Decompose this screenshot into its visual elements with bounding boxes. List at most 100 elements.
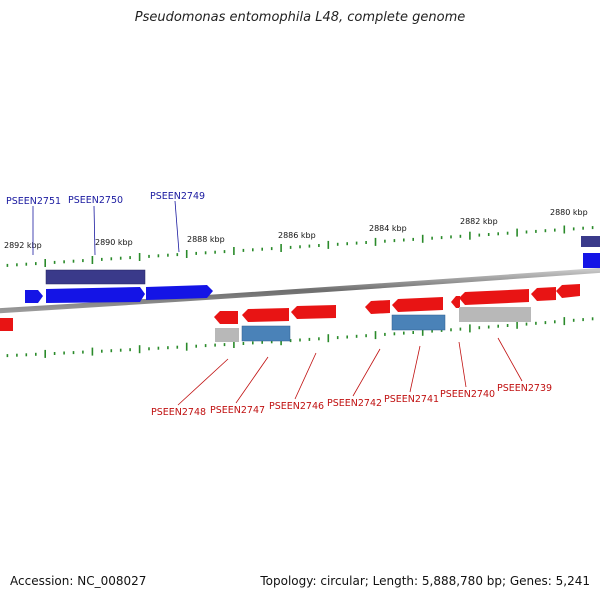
inner-scale-minor-tick (535, 321, 537, 325)
gene-label-pseen2740[interactable]: PSEEN2740 (440, 389, 495, 400)
outer-scale-minor-tick (157, 254, 160, 258)
outer-scale-minor-tick (129, 256, 131, 260)
outer-scale-major-tick (469, 231, 471, 240)
gene-label-pseen2741[interactable]: PSEEN2741 (384, 394, 439, 405)
gene-label-pseen2739[interactable]: PSEEN2739 (497, 383, 552, 394)
gene-label-pseen2750[interactable]: PSEEN2750 (68, 195, 123, 206)
feature-reverse-pseudo-2[interactable] (459, 307, 531, 322)
genome-summary: Topology: circular; Length: 5,888,780 bp… (260, 574, 590, 588)
leader-pseen2741 (409, 345, 421, 393)
outer-scale-minor-tick (554, 228, 556, 232)
outer-scale-minor-tick (403, 238, 405, 242)
gene-reverse-pseen2746[interactable] (291, 305, 336, 319)
inner-scale-major-tick (233, 340, 235, 348)
inner-scale-minor-tick (318, 337, 320, 341)
gene-label-pseen2751[interactable]: PSEEN2751 (6, 196, 61, 207)
outer-scale-minor-tick (487, 233, 490, 236)
scale-tick-2888: 2888 kbp (187, 235, 225, 244)
inner-scale-minor-tick (506, 324, 509, 327)
outer-scale-minor-tick (591, 226, 594, 230)
gene-reverse-pseen2739[interactable] (531, 287, 556, 301)
inner-scale-minor-tick (72, 351, 75, 355)
inner-scale-minor-tick (252, 341, 254, 345)
gene-reverse-pseen2743[interactable] (392, 297, 443, 312)
outer-scale-minor-tick (53, 260, 56, 264)
inner-scale-minor-tick (148, 347, 150, 351)
gene-forward-edge[interactable] (583, 253, 600, 268)
inner-scale-minor-tick (431, 329, 433, 333)
gene-reverse-pseen2741[interactable] (451, 296, 460, 308)
leader-pseen2746 (294, 352, 317, 400)
gene-label-pseen2748[interactable]: PSEEN2748 (151, 407, 206, 418)
outer-scale-minor-tick (72, 259, 75, 263)
inner-scale-minor-tick (261, 340, 263, 344)
outer-scale-minor-tick (582, 226, 584, 230)
gene-label-pseen2746[interactable]: PSEEN2746 (269, 401, 324, 412)
leader-pseen2748 (177, 358, 229, 406)
outer-scale-minor-tick (440, 236, 443, 240)
scale-tick-2882: 2882 kbp (460, 217, 498, 226)
gene-reverse-pseen2738[interactable] (556, 284, 580, 298)
outer-scale-track (6, 225, 594, 267)
gene-forward-pseen2750[interactable] (46, 287, 145, 303)
leader-pseen2747 (235, 356, 269, 404)
inner-scale-major-tick (563, 317, 566, 326)
gene-forward-pseen2749[interactable] (146, 285, 213, 300)
inner-scale-major-tick (327, 334, 330, 343)
outer-scale-major-tick (327, 240, 330, 249)
gene-label-pseen2749[interactable]: PSEEN2749 (150, 191, 205, 202)
inner-scale-minor-tick (459, 327, 462, 331)
outer-scale-minor-tick (355, 241, 358, 245)
leader-pseen2750 (93, 205, 96, 256)
inner-scale-track (6, 317, 594, 358)
gene-reverse-pseen2740[interactable] (459, 289, 529, 305)
outer-scale-minor-tick (63, 260, 65, 264)
gene-label-pseen2747[interactable]: PSEEN2747 (210, 405, 265, 416)
genome-backbone (0, 267, 600, 314)
outer-scale-minor-tick (176, 253, 179, 257)
inner-scale-minor-tick (223, 343, 226, 347)
outer-scale-major-tick (138, 253, 141, 261)
feature-reverse-pseen2741[interactable] (391, 314, 446, 331)
inner-scale-minor-tick (176, 345, 179, 349)
outer-scale-minor-tick (148, 254, 150, 258)
outer-scale-minor-tick (478, 233, 481, 237)
outer-scale-minor-tick (544, 229, 547, 233)
inner-scale-minor-tick (35, 352, 37, 356)
outer-scale-major-tick (91, 256, 94, 264)
inner-scale-minor-tick (195, 344, 197, 348)
outer-scale-minor-tick (167, 253, 169, 257)
outer-scale-major-tick (185, 250, 188, 258)
outer-scale-minor-tick (299, 245, 301, 249)
outer-scale-major-tick (374, 237, 377, 246)
outer-scale-minor-tick (214, 250, 216, 254)
inner-scale-major-tick (374, 331, 377, 340)
outer-scale-major-tick (516, 228, 518, 237)
inner-scale-major-tick (469, 324, 471, 333)
outer-scale-minor-tick (101, 257, 103, 261)
feature-forward-operon[interactable] (45, 269, 146, 285)
outer-scale-minor-tick (35, 262, 37, 266)
feature-forward-edge[interactable] (581, 236, 600, 247)
gene-reverse-pseen2748[interactable] (214, 311, 238, 324)
leader-pseen2742 (352, 348, 381, 397)
leader-pseen2749 (174, 200, 180, 253)
gene-forward-pseen2751[interactable] (25, 290, 43, 303)
inner-scale-minor-tick (101, 349, 103, 353)
inner-scale-minor-tick (336, 336, 339, 340)
gene-reverse-pseen2747[interactable] (242, 308, 289, 322)
inner-scale-minor-tick (167, 346, 169, 350)
inner-scale-minor-tick (497, 324, 499, 328)
feature-reverse-pseudo-1[interactable] (215, 328, 239, 342)
gene-reverse-pseen2745[interactable] (365, 300, 390, 314)
inner-scale-minor-tick (53, 352, 56, 355)
gene-label-pseen2742[interactable]: PSEEN2742 (327, 398, 382, 409)
outer-scale-major-tick (233, 247, 235, 255)
inner-scale-major-tick (91, 347, 94, 356)
outer-scale-minor-tick (336, 242, 339, 246)
outer-scale-minor-tick (412, 237, 414, 241)
outer-scale-minor-tick (384, 239, 386, 243)
inner-scale-minor-tick (129, 348, 131, 352)
gene-reverse-edge[interactable] (0, 318, 13, 331)
feature-reverse-pseen2747[interactable] (241, 325, 291, 342)
